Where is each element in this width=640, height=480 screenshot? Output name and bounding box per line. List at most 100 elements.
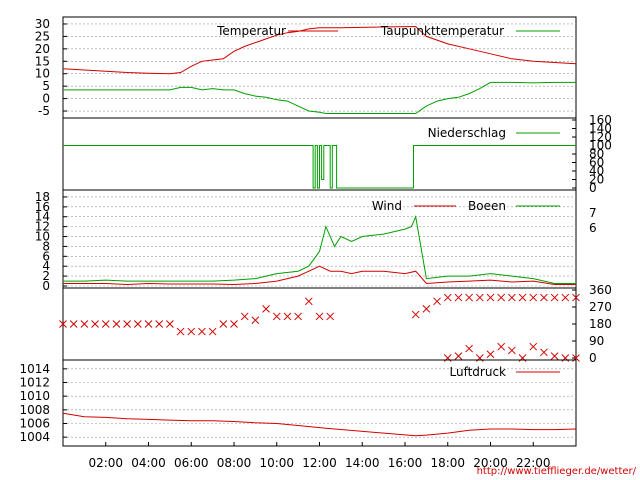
y-tick-left-pressure-5: 1004 [19,430,50,444]
series-point-wind_direction-0-34 [497,293,506,302]
series-point-wind_direction-0-8 [144,320,153,328]
series-point-wind_direction-0-12 [187,327,196,336]
y-tick-right-wind_direction-1: 270 [589,300,612,314]
series-point-wind_direction-0-17 [240,312,249,321]
y-tick-right-precipitation-5: 60 [589,156,604,170]
y-tick-right-precipitation-0: 160 [589,113,612,127]
y-tick-left-wind-3: 12 [35,220,50,234]
y-tick-right-precipitation-8: 0 [589,181,597,195]
series-point-wind_direction-0-25 [326,312,335,321]
series-point-wind_direction-0-36 [518,293,527,302]
series-line-wind-0 [63,265,576,286]
y-tick-right-precipitation-7: 20 [589,173,604,187]
series-line-pressure-0 [62,412,577,437]
y-tick-left-temperature-1: 25 [35,29,50,43]
series-point-wind_direction-1-9 [540,348,548,357]
series-line-wind-1 [63,214,576,284]
series-point-wind_direction-0-41 [572,293,580,302]
legend-label-precipitation-0: Niederschlag [428,126,506,140]
series-point-wind_direction-0-1 [69,320,78,328]
y-tick-left-temperature-5: 5 [42,79,50,93]
y-tick-left-pressure-0: 1014 [19,362,50,376]
series-point-wind_direction-0-6 [123,320,131,328]
y-tick-left-temperature-6: 0 [42,92,50,106]
y-tick-left-pressure-3: 1008 [19,403,50,417]
y-tick-right-wind_direction-0: 360 [589,283,612,297]
y-tick-right-wind_direction-4: 0 [589,351,597,365]
y-tick-left-wind-0: 18 [35,190,50,204]
y-tick-left-wind-6: 6 [42,249,50,263]
series-point-wind_direction-0-10 [166,320,174,328]
x-tick-label-9: 20:00 [473,456,508,470]
x-tick-label-5: 12:00 [302,456,337,470]
x-tick-label-7: 16:00 [388,456,423,470]
y-tick-left-temperature-0: 30 [35,17,50,31]
series-point-wind_direction-0-28 [433,297,441,306]
y-tick-left-pressure-1: 1012 [19,376,50,390]
x-tick-label-0: 02:00 [88,456,123,470]
series-point-wind_direction-0-15 [219,320,228,328]
series-line-precipitation-0 [63,145,576,189]
y-tick-right-precipitation-6: 40 [589,164,604,178]
series-point-wind_direction-0-14 [208,327,217,336]
y-tick-right-wind_direction-3: 90 [589,334,604,348]
x-tick-label-3: 08:00 [217,456,252,470]
series-line-temperature-0 [62,25,577,75]
y-tick-left-temperature-4: 10 [35,67,50,81]
series-point-wind_direction-0-33 [486,293,495,302]
legend-label-wind-0: Wind [372,199,402,213]
series-point-wind_direction-1-5 [497,342,506,351]
series-point-wind_direction-0-18 [251,316,260,325]
y-tick-left-wind-4: 10 [35,230,50,244]
y-tick-right-precipitation-1: 140 [589,122,612,136]
y-tick-left-wind-9: 0 [42,279,50,293]
series-line-temperature-1 [63,81,576,114]
y-tick-left-wind-8: 2 [42,269,50,283]
series-point-wind_direction-0-38 [540,293,548,302]
legend-label-temperature-0: Temperatur [216,24,286,38]
x-tick-label-8: 18:00 [430,456,465,470]
y-tick-right-precipitation-4: 80 [589,147,604,161]
series-point-wind_direction-0-30 [454,293,463,302]
y-tick-right-precipitation-3: 100 [589,139,612,153]
y-tick-left-wind-1: 16 [35,200,50,214]
series-point-wind_direction-0-40 [561,293,570,302]
series-point-wind_direction-0-11 [176,327,185,336]
y-tick-left-wind-2: 14 [35,210,50,224]
y-tick-right-precipitation-2: 120 [589,130,612,144]
x-tick-label-10: 22:00 [516,456,551,470]
series-point-wind_direction-1-8 [529,342,538,351]
y-tick-right-wind-0: 7 [589,206,597,220]
series-point-wind_direction-0-24 [315,312,324,321]
series-point-wind_direction-0-20 [272,312,281,321]
x-tick-label-1: 04:00 [131,456,166,470]
series-point-wind_direction-0-21 [283,312,292,321]
x-tick-label-4: 10:00 [259,456,294,470]
y-tick-right-wind_direction-2: 180 [589,317,612,331]
series-point-wind_direction-1-1 [454,352,463,360]
series-point-wind_direction-0-27 [422,305,431,313]
series-point-wind_direction-0-35 [508,293,516,302]
y-tick-left-pressure-4: 1006 [19,417,50,431]
series-point-wind_direction-0-23 [304,297,313,306]
series-point-wind_direction-0-37 [529,293,538,302]
legend-label-pressure-0: Luftdruck [449,365,506,379]
footer-url[interactable]: http://www.tiefflieger.de/wetter/ [476,466,636,477]
y-tick-left-wind-5: 8 [42,239,50,253]
series-point-wind_direction-0-9 [155,320,164,328]
y-tick-left-temperature-2: 20 [35,42,50,56]
series-point-wind_direction-0-3 [91,320,99,328]
series-point-wind_direction-0-26 [411,310,420,319]
series-point-wind_direction-0-13 [198,327,206,336]
legend-label-temperature-1: Taupunkttemperatur [380,24,504,38]
x-tick-label-6: 14:00 [345,456,380,470]
legend-label-wind-1: Boeen [468,199,506,213]
series-point-wind_direction-1-2 [465,344,473,353]
series-point-wind_direction-0-7 [133,320,142,328]
series-point-wind_direction-0-5 [112,320,121,328]
y-tick-left-temperature-3: 15 [35,54,50,68]
series-point-wind_direction-0-4 [101,320,110,328]
series-point-wind_direction-1-4 [486,350,495,359]
y-tick-right-wind-1: 6 [589,221,597,235]
